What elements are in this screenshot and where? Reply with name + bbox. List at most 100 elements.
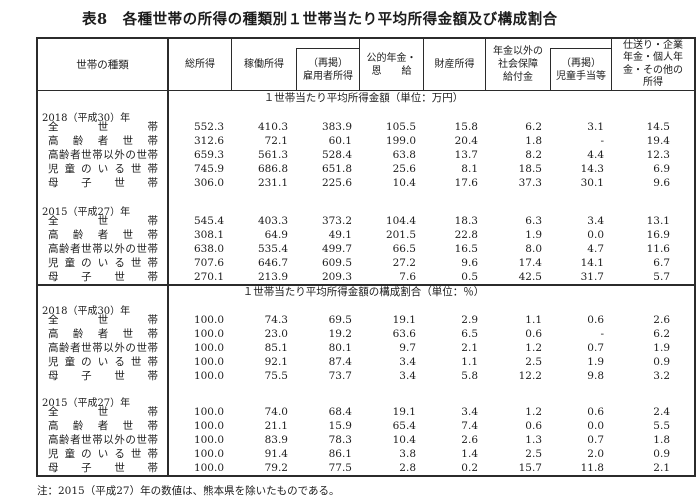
row-label: 全世帯 bbox=[48, 121, 158, 133]
value-cell: 13.1 bbox=[646, 215, 670, 227]
row-label-cell: 児童のいる世帯 bbox=[38, 447, 169, 461]
row-label-cell: 母子世帯 bbox=[38, 369, 169, 383]
row-label-cell bbox=[38, 286, 169, 299]
row-label: 全世帯 bbox=[48, 314, 158, 326]
value-cell: 659.3 bbox=[193, 149, 224, 161]
value-cell: 2.6 bbox=[653, 314, 670, 326]
header-line: （再掲） bbox=[308, 57, 348, 69]
value-cell: 12.2 bbox=[518, 370, 542, 382]
value-cell: 19.1 bbox=[392, 406, 416, 418]
value-cell: 100.0 bbox=[193, 462, 224, 474]
value-cell: 552.3 bbox=[193, 121, 224, 133]
section-title: １世帯当たり平均所得金額の構成割合（単位：％） bbox=[242, 286, 485, 298]
value-cell: 37.3 bbox=[518, 177, 542, 189]
row-label-cell: 高齢者世帯以外の世帯 bbox=[38, 148, 169, 162]
row-label-cell: 高齢者世帯以外の世帯 bbox=[38, 341, 169, 355]
value-cell: 68.4 bbox=[328, 406, 352, 418]
value-cell: 225.6 bbox=[321, 177, 352, 189]
value-cell: 0.7 bbox=[587, 434, 604, 446]
table-row: 高齢者世帯以外の世帯 100.0 85.1 80.1 9.7 2.1 1.2 0.7 1.9 bbox=[38, 341, 694, 355]
value-cell: 0.6 bbox=[525, 328, 542, 340]
table-row: 児童のいる世帯 707.6 646.7 609.5 27.2 9.6 17.4 14.1 6.7 bbox=[38, 256, 694, 270]
value-cell: 20.4 bbox=[454, 135, 478, 147]
value-cell: 707.6 bbox=[193, 257, 224, 269]
value-cell: 3.4 bbox=[399, 356, 416, 368]
year-label-cell: 2018（平成30）年 bbox=[38, 106, 169, 124]
value-cell: - bbox=[600, 328, 604, 340]
table-row: 全世帯 100.0 74.3 69.5 19.1 2.9 1.1 0.6 2.6 bbox=[38, 313, 694, 327]
table-row: 高齢者世帯 100.0 23.0 19.2 63.6 6.5 0.6 - 6.2 bbox=[38, 327, 694, 341]
value-cell: 528.4 bbox=[321, 149, 352, 161]
row-label-cell: 全世帯 bbox=[38, 313, 169, 327]
value-cell: 270.1 bbox=[193, 271, 224, 283]
value-cell: 0.6 bbox=[587, 314, 604, 326]
year-row-space bbox=[169, 299, 694, 313]
value-cell: 9.6 bbox=[461, 257, 478, 269]
value-cell: 5.8 bbox=[461, 370, 478, 382]
table-row: 高齢者世帯 100.0 21.1 15.9 65.4 7.4 0.6 0.0 5.5 bbox=[38, 419, 694, 433]
value-cell: 21.1 bbox=[264, 420, 288, 432]
value-cell: 646.7 bbox=[257, 257, 288, 269]
value-cell: 105.5 bbox=[385, 121, 416, 133]
value-cell: 0.6 bbox=[525, 420, 542, 432]
value-cell: 15.7 bbox=[518, 462, 542, 474]
row-label: 児童のいる世帯 bbox=[48, 257, 158, 269]
header-line: 財産所得 bbox=[434, 59, 475, 70]
row-label: 高齢者世帯以外の世帯 bbox=[48, 342, 158, 354]
header-col-4: 財産所得 bbox=[424, 39, 486, 90]
value-cell: 14.5 bbox=[646, 121, 670, 133]
row-label: 高齢者世帯以外の世帯 bbox=[48, 434, 158, 446]
table-row: 全世帯 100.0 74.0 68.4 19.1 3.4 1.2 0.6 2.4 bbox=[38, 405, 694, 419]
row-label: 児童のいる世帯 bbox=[48, 356, 158, 368]
value-cell: 2.1 bbox=[653, 462, 670, 474]
value-cell: 213.9 bbox=[257, 271, 288, 283]
value-cell: 0.5 bbox=[461, 271, 478, 283]
value-cell: 1.8 bbox=[653, 434, 670, 446]
value-cell: 92.1 bbox=[264, 356, 288, 368]
value-cell: 0.0 bbox=[587, 229, 604, 241]
value-cell: 100.0 bbox=[193, 356, 224, 368]
header-line: 年金以外の bbox=[493, 46, 543, 57]
value-cell: 60.1 bbox=[328, 135, 352, 147]
row-label-cell: 高齢者世帯 bbox=[38, 228, 169, 242]
value-cell: 2.8 bbox=[399, 462, 416, 474]
value-cell: 73.7 bbox=[328, 370, 352, 382]
value-cell: 6.9 bbox=[653, 163, 670, 175]
value-cell: 100.0 bbox=[193, 420, 224, 432]
value-cell: 66.5 bbox=[392, 243, 416, 255]
value-cell: 2.5 bbox=[525, 448, 542, 460]
value-cell: 383.9 bbox=[321, 121, 352, 133]
row-label-cell: 高齢者世帯 bbox=[38, 134, 169, 148]
row-label: 母子世帯 bbox=[48, 177, 158, 189]
header-lines: 仕送り・企業 年金・個人年 金・その他の 所得 bbox=[612, 40, 694, 89]
row-label: 母子世帯 bbox=[48, 462, 158, 474]
table-row: 高齢者世帯以外の世帯 100.0 83.9 78.3 10.4 2.6 1.3 0.7 1.8 bbox=[38, 433, 694, 447]
value-cell: 2.4 bbox=[653, 406, 670, 418]
value-cell: 231.1 bbox=[257, 177, 288, 189]
value-cell: 6.7 bbox=[653, 257, 670, 269]
header-household-type-label: 世帯の種類 bbox=[76, 59, 129, 71]
value-cell: 1.3 bbox=[525, 434, 542, 446]
value-cell: 651.8 bbox=[321, 163, 352, 175]
header-line: 仕送り・企業 bbox=[623, 40, 683, 52]
header-col-0: 総所得 bbox=[169, 39, 232, 90]
value-cell: 15.9 bbox=[328, 420, 352, 432]
section-title: １世帯当たり平均所得金額（単位：万円） bbox=[263, 92, 464, 104]
value-cell: 2.6 bbox=[461, 434, 478, 446]
value-cell: 17.6 bbox=[454, 177, 478, 189]
header-line: 児童手当等 bbox=[556, 70, 606, 82]
value-cell: 4.4 bbox=[587, 149, 604, 161]
row-label: 児童のいる世帯 bbox=[48, 163, 158, 175]
row-label: 児童のいる世帯 bbox=[48, 448, 158, 460]
table-header: 世帯の種類 総所得 稼働所得 （再掲） 雇用者所得 公的年金・恩 給財産所得 年金以外の社… bbox=[38, 39, 694, 91]
value-cell: 10.4 bbox=[392, 434, 416, 446]
value-cell: 80.1 bbox=[328, 342, 352, 354]
spacer-row bbox=[38, 190, 694, 200]
value-cell: 100.0 bbox=[193, 328, 224, 340]
row-label-cell: 母子世帯 bbox=[38, 461, 169, 475]
table-row: 母子世帯 306.0 231.1 225.6 10.4 17.6 37.3 30.1 9.6 bbox=[38, 176, 694, 190]
header-line: 年金・個人年 bbox=[623, 52, 683, 64]
value-cell: 16.9 bbox=[646, 229, 670, 241]
header-line: 稼働所得 bbox=[244, 59, 284, 70]
row-label-cell: 全世帯 bbox=[38, 214, 169, 228]
